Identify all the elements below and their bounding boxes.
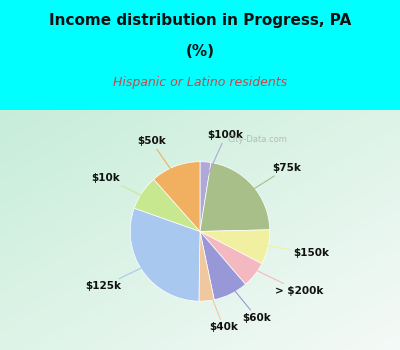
Wedge shape	[200, 231, 262, 284]
Text: $50k: $50k	[137, 136, 182, 185]
Wedge shape	[200, 162, 211, 231]
Text: $100k: $100k	[205, 131, 244, 182]
Text: $40k: $40k	[206, 281, 238, 332]
Text: $150k: $150k	[249, 243, 330, 258]
Text: $125k: $125k	[85, 260, 158, 292]
Text: Income distribution in Progress, PA: Income distribution in Progress, PA	[49, 13, 351, 28]
Text: $75k: $75k	[238, 163, 301, 199]
Wedge shape	[154, 162, 200, 231]
Wedge shape	[134, 179, 200, 231]
Text: $10k: $10k	[91, 173, 158, 204]
Wedge shape	[199, 231, 214, 301]
Text: > $200k: > $200k	[240, 262, 324, 296]
Wedge shape	[200, 230, 270, 264]
Text: (%): (%)	[186, 44, 214, 59]
Text: $60k: $60k	[223, 276, 271, 323]
Text: City-Data.com: City-Data.com	[228, 135, 288, 144]
Wedge shape	[200, 231, 246, 300]
Text: Hispanic or Latino residents: Hispanic or Latino residents	[113, 76, 287, 89]
Wedge shape	[200, 162, 270, 231]
Wedge shape	[130, 208, 200, 301]
